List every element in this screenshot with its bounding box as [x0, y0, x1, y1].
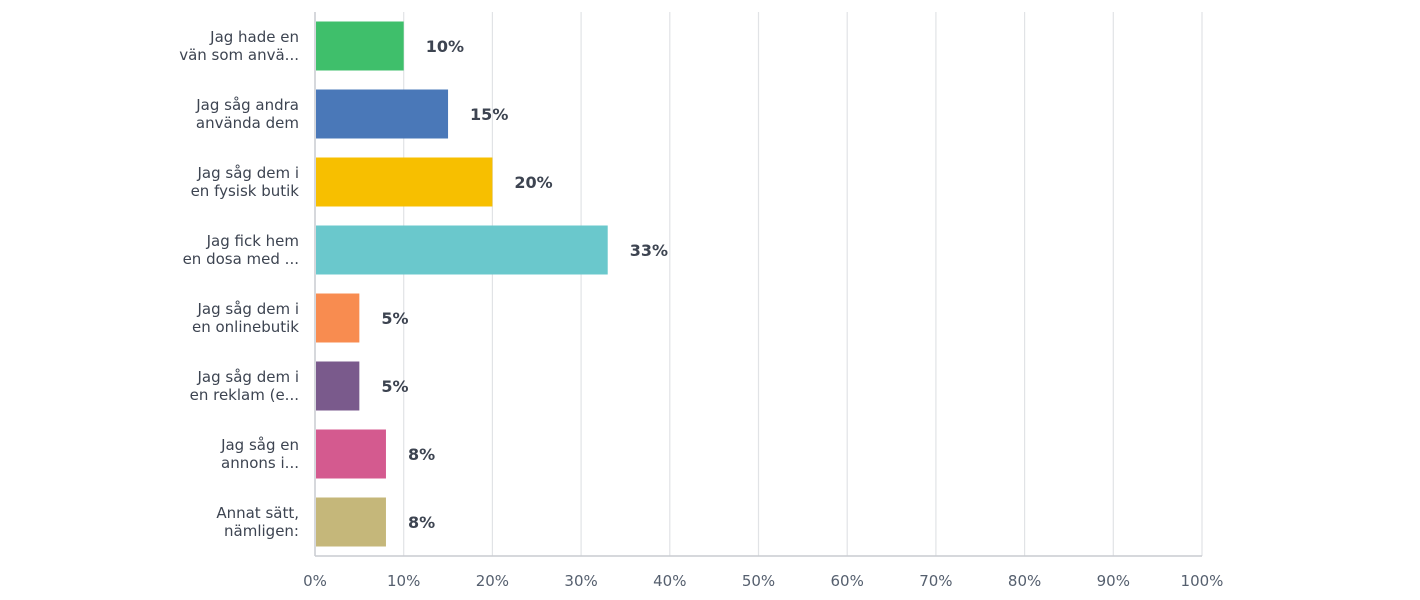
bar: [316, 361, 360, 411]
category-label: Jag såg andra: [195, 96, 299, 114]
category-label: en reklam (e...: [190, 386, 299, 404]
bar-value-label: 8%: [408, 513, 435, 532]
x-tick-label: 20%: [476, 572, 509, 590]
category-label: Jag såg dem i: [197, 368, 300, 386]
category-label: en onlinebutik: [192, 318, 299, 336]
category-label: använda dem: [196, 114, 299, 132]
axes: [314, 12, 1202, 557]
x-tick-label: 0%: [303, 572, 327, 590]
category-label: vän som anvä...: [179, 46, 299, 64]
bar: [316, 293, 360, 343]
x-tick-label: 50%: [742, 572, 775, 590]
category-label: Jag såg dem i: [197, 164, 300, 182]
category-label: nämligen:: [224, 522, 299, 540]
bar-value-label: 5%: [381, 309, 408, 328]
category-label: Jag såg en: [220, 436, 299, 454]
x-tick-label: 60%: [831, 572, 864, 590]
category-label: annons i...: [221, 454, 299, 472]
x-tick-label: 80%: [1008, 572, 1041, 590]
bar: [316, 21, 404, 71]
bar-value-label: 15%: [470, 105, 508, 124]
x-tick-label: 100%: [1181, 572, 1224, 590]
bar: [316, 225, 608, 275]
labels: 0% 10% 20% 30% 40% 50% 60% 70% 80% 90% 100% 10% Jag …: [179, 28, 1223, 590]
category-label: en fysisk butik: [191, 182, 300, 200]
category-label: Jag såg dem i: [197, 300, 300, 318]
category-label: Jag hade en: [209, 28, 299, 46]
bar-value-label: 8%: [408, 445, 435, 464]
x-tick-label: 10%: [387, 572, 420, 590]
category-label: Jag fick hem: [206, 232, 299, 250]
bar: [316, 157, 493, 207]
bar-value-label: 5%: [381, 377, 408, 396]
x-tick-label: 30%: [564, 572, 597, 590]
category-label: Annat sätt,: [216, 504, 299, 522]
bar-value-label: 20%: [514, 173, 552, 192]
x-tick-label: 70%: [919, 572, 952, 590]
bar: [316, 497, 386, 547]
bar-value-label: 33%: [630, 241, 668, 260]
category-label: en dosa med ...: [183, 250, 299, 268]
bars: [316, 21, 608, 547]
bar-value-label: 10%: [426, 37, 464, 56]
gridlines: [403, 12, 1203, 556]
bar: [316, 429, 386, 479]
x-tick-label: 90%: [1097, 572, 1130, 590]
x-tick-label: 40%: [653, 572, 686, 590]
bar: [316, 89, 449, 139]
